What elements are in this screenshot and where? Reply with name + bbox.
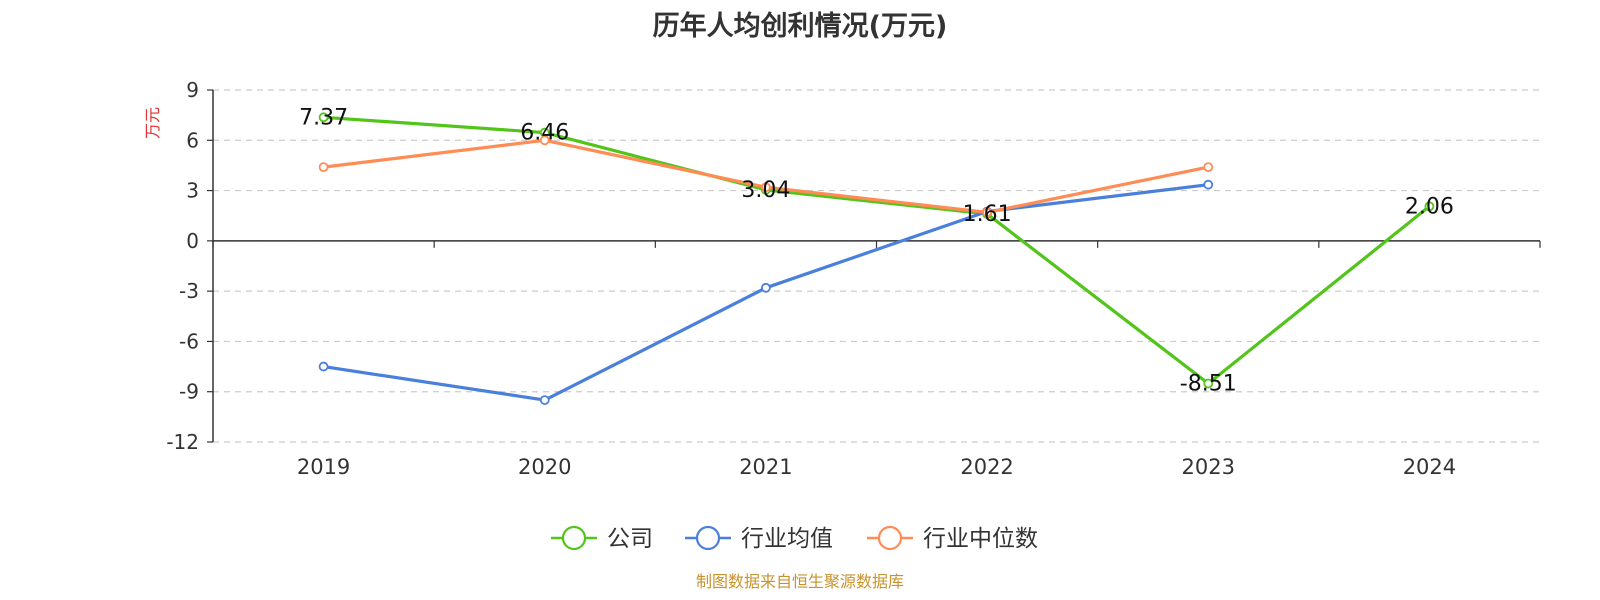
y-tick-label: -12: [166, 430, 199, 454]
data-point: [761, 182, 771, 193]
legend-marker: [695, 525, 721, 551]
y-tick-label: -3: [179, 279, 199, 303]
data-label: -8.51: [1180, 372, 1237, 397]
legend-label: 行业均值: [741, 526, 833, 552]
data-point: [1203, 179, 1214, 190]
y-tick-label: 9: [186, 78, 199, 102]
data-point: [318, 361, 329, 372]
legend-label: 公司: [607, 526, 653, 552]
series-line-0: [323, 115, 1431, 386]
data-point: [1203, 162, 1214, 173]
x-tick-label: 2022: [960, 455, 1013, 479]
data-label: 2.06: [1405, 194, 1454, 219]
data-point: [318, 112, 329, 123]
chart-title: 历年人均创利情况(万元): [652, 11, 948, 42]
data-label: 1.61: [963, 202, 1012, 227]
data-point: [1424, 201, 1435, 212]
legend-label: 行业中位数: [923, 526, 1038, 552]
x-tick-label: 2021: [739, 455, 792, 479]
legend-marker: [877, 525, 903, 551]
y-tick-label: 0: [186, 229, 199, 253]
data-label: 6.46: [520, 121, 569, 146]
data-point: [318, 162, 329, 173]
legend-marker: [561, 525, 587, 551]
y-tick-label: -9: [179, 380, 199, 404]
y-tick-label: 3: [186, 179, 199, 203]
y-tick-label: -6: [179, 329, 199, 353]
x-tick-label: 2024: [1403, 455, 1456, 479]
y-tick-label: 6: [186, 128, 199, 152]
data-point: [539, 395, 550, 405]
data-label: 7.37: [299, 105, 348, 130]
source-note: 制图数据来自恒生聚源数据库: [695, 572, 904, 591]
data-point: [1203, 378, 1214, 389]
data-point: [982, 207, 992, 218]
y-axis-label: 万元: [143, 107, 162, 139]
data-point: [539, 135, 550, 146]
data-point: [761, 282, 771, 293]
x-tick-label: 2019: [297, 455, 350, 479]
x-tick-label: 2023: [1182, 455, 1235, 479]
x-tick-label: 2020: [518, 455, 571, 479]
data-label: 3.04: [741, 178, 790, 203]
